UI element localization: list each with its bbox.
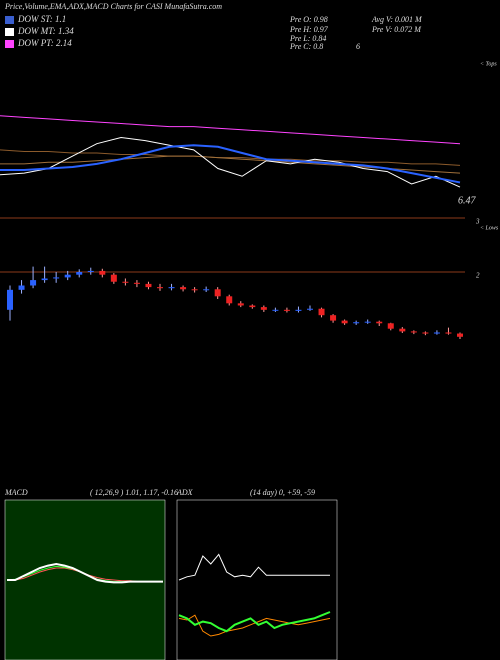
candle-body xyxy=(283,309,290,311)
candle-body xyxy=(353,322,360,324)
legend-label: DOW ST: 1.1 xyxy=(17,14,66,24)
lows-label: < Lows xyxy=(480,225,499,231)
info-high: Pre H: 0.97 xyxy=(289,25,329,34)
y-tick-label: 3 xyxy=(475,218,480,226)
info-low: Pre L: 0.84 xyxy=(289,34,326,43)
legend-swatch xyxy=(5,40,14,48)
candle-body xyxy=(399,328,406,332)
candle-body xyxy=(18,285,25,290)
candle-body xyxy=(214,289,221,297)
series-line xyxy=(0,136,461,188)
macd-subtitle: ( 12,26,9 ) 1.01, 1.17, -0.16 xyxy=(90,488,178,497)
legend-label: DOW PT: 2.14 xyxy=(17,38,72,48)
candle-body xyxy=(445,332,452,334)
candle-body xyxy=(330,315,337,321)
candle-body xyxy=(387,323,394,329)
info-extra: 6 xyxy=(356,42,360,51)
legend-label: DOW MT: 1.34 xyxy=(17,26,74,36)
y-tick-label: 2 xyxy=(476,272,480,280)
candle-body xyxy=(307,308,313,310)
candle-body xyxy=(249,305,256,308)
last-value: 6.47 xyxy=(458,195,477,206)
candle-body xyxy=(364,321,371,323)
series-line xyxy=(0,144,461,184)
candle-body xyxy=(318,308,325,316)
candle-body xyxy=(180,287,187,290)
macd-title: MACD xyxy=(4,488,28,497)
info-avg-volume: Avg V: 0.001 M xyxy=(371,15,423,24)
adx-panel xyxy=(176,499,338,660)
candle-body xyxy=(133,282,140,284)
series-line xyxy=(0,149,461,166)
candle-body xyxy=(341,320,348,324)
candle-body xyxy=(260,307,267,310)
candle-body xyxy=(295,309,302,311)
series-line xyxy=(178,553,330,581)
series-line xyxy=(178,614,331,637)
adx-subtitle: (14 day) 0, +59, -59 xyxy=(250,488,315,497)
chart-title: Price,Volume,EMA,ADX,MACD Charts for CAS… xyxy=(4,2,222,11)
candle-body xyxy=(237,303,244,306)
legend-swatch xyxy=(5,28,14,36)
candle-body xyxy=(272,309,279,311)
candle-body xyxy=(99,270,106,275)
candle-body xyxy=(41,278,48,281)
series-line xyxy=(7,562,163,584)
candle-body xyxy=(145,283,152,288)
candle-body xyxy=(376,321,383,324)
info-pre-volume: Pre V: 0.072 M xyxy=(371,25,422,34)
candle-body xyxy=(168,287,175,289)
candle-body xyxy=(76,272,83,275)
candle-body xyxy=(433,332,440,334)
candle-body xyxy=(410,331,417,333)
info-close: Pre C: 0.8 xyxy=(289,42,323,51)
candle-body xyxy=(64,274,71,278)
legend-swatch xyxy=(5,16,14,24)
series-line xyxy=(178,611,331,633)
candle-body xyxy=(7,289,13,310)
candle-body xyxy=(191,289,198,291)
candle-body xyxy=(30,280,37,286)
candle-body xyxy=(110,274,117,282)
adx-title: ADX xyxy=(176,488,194,497)
series-line xyxy=(0,115,461,145)
candle-body xyxy=(87,270,94,272)
candle-body xyxy=(53,277,60,279)
macd-panel xyxy=(4,499,166,660)
info-open: Pre O: 0.98 xyxy=(289,15,328,24)
candle-body xyxy=(226,296,233,304)
candle-body xyxy=(457,333,463,337)
candle-body xyxy=(422,332,429,334)
candle-body xyxy=(203,289,210,291)
candle-body xyxy=(157,287,163,289)
candle-body xyxy=(122,281,129,283)
tops-label: < Tops xyxy=(480,61,497,67)
